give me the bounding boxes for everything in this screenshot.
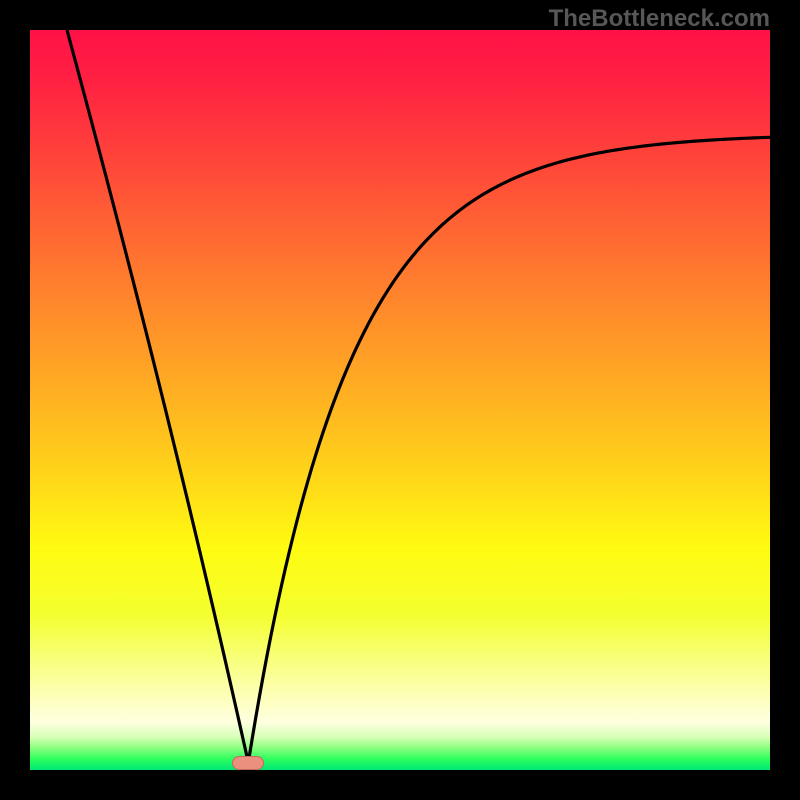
plot-area	[30, 30, 770, 770]
watermark-text: TheBottleneck.com	[549, 5, 770, 33]
optimal-marker	[232, 756, 264, 770]
chart-container: TheBottleneck.com	[0, 0, 800, 800]
bottleneck-curve	[30, 30, 770, 770]
